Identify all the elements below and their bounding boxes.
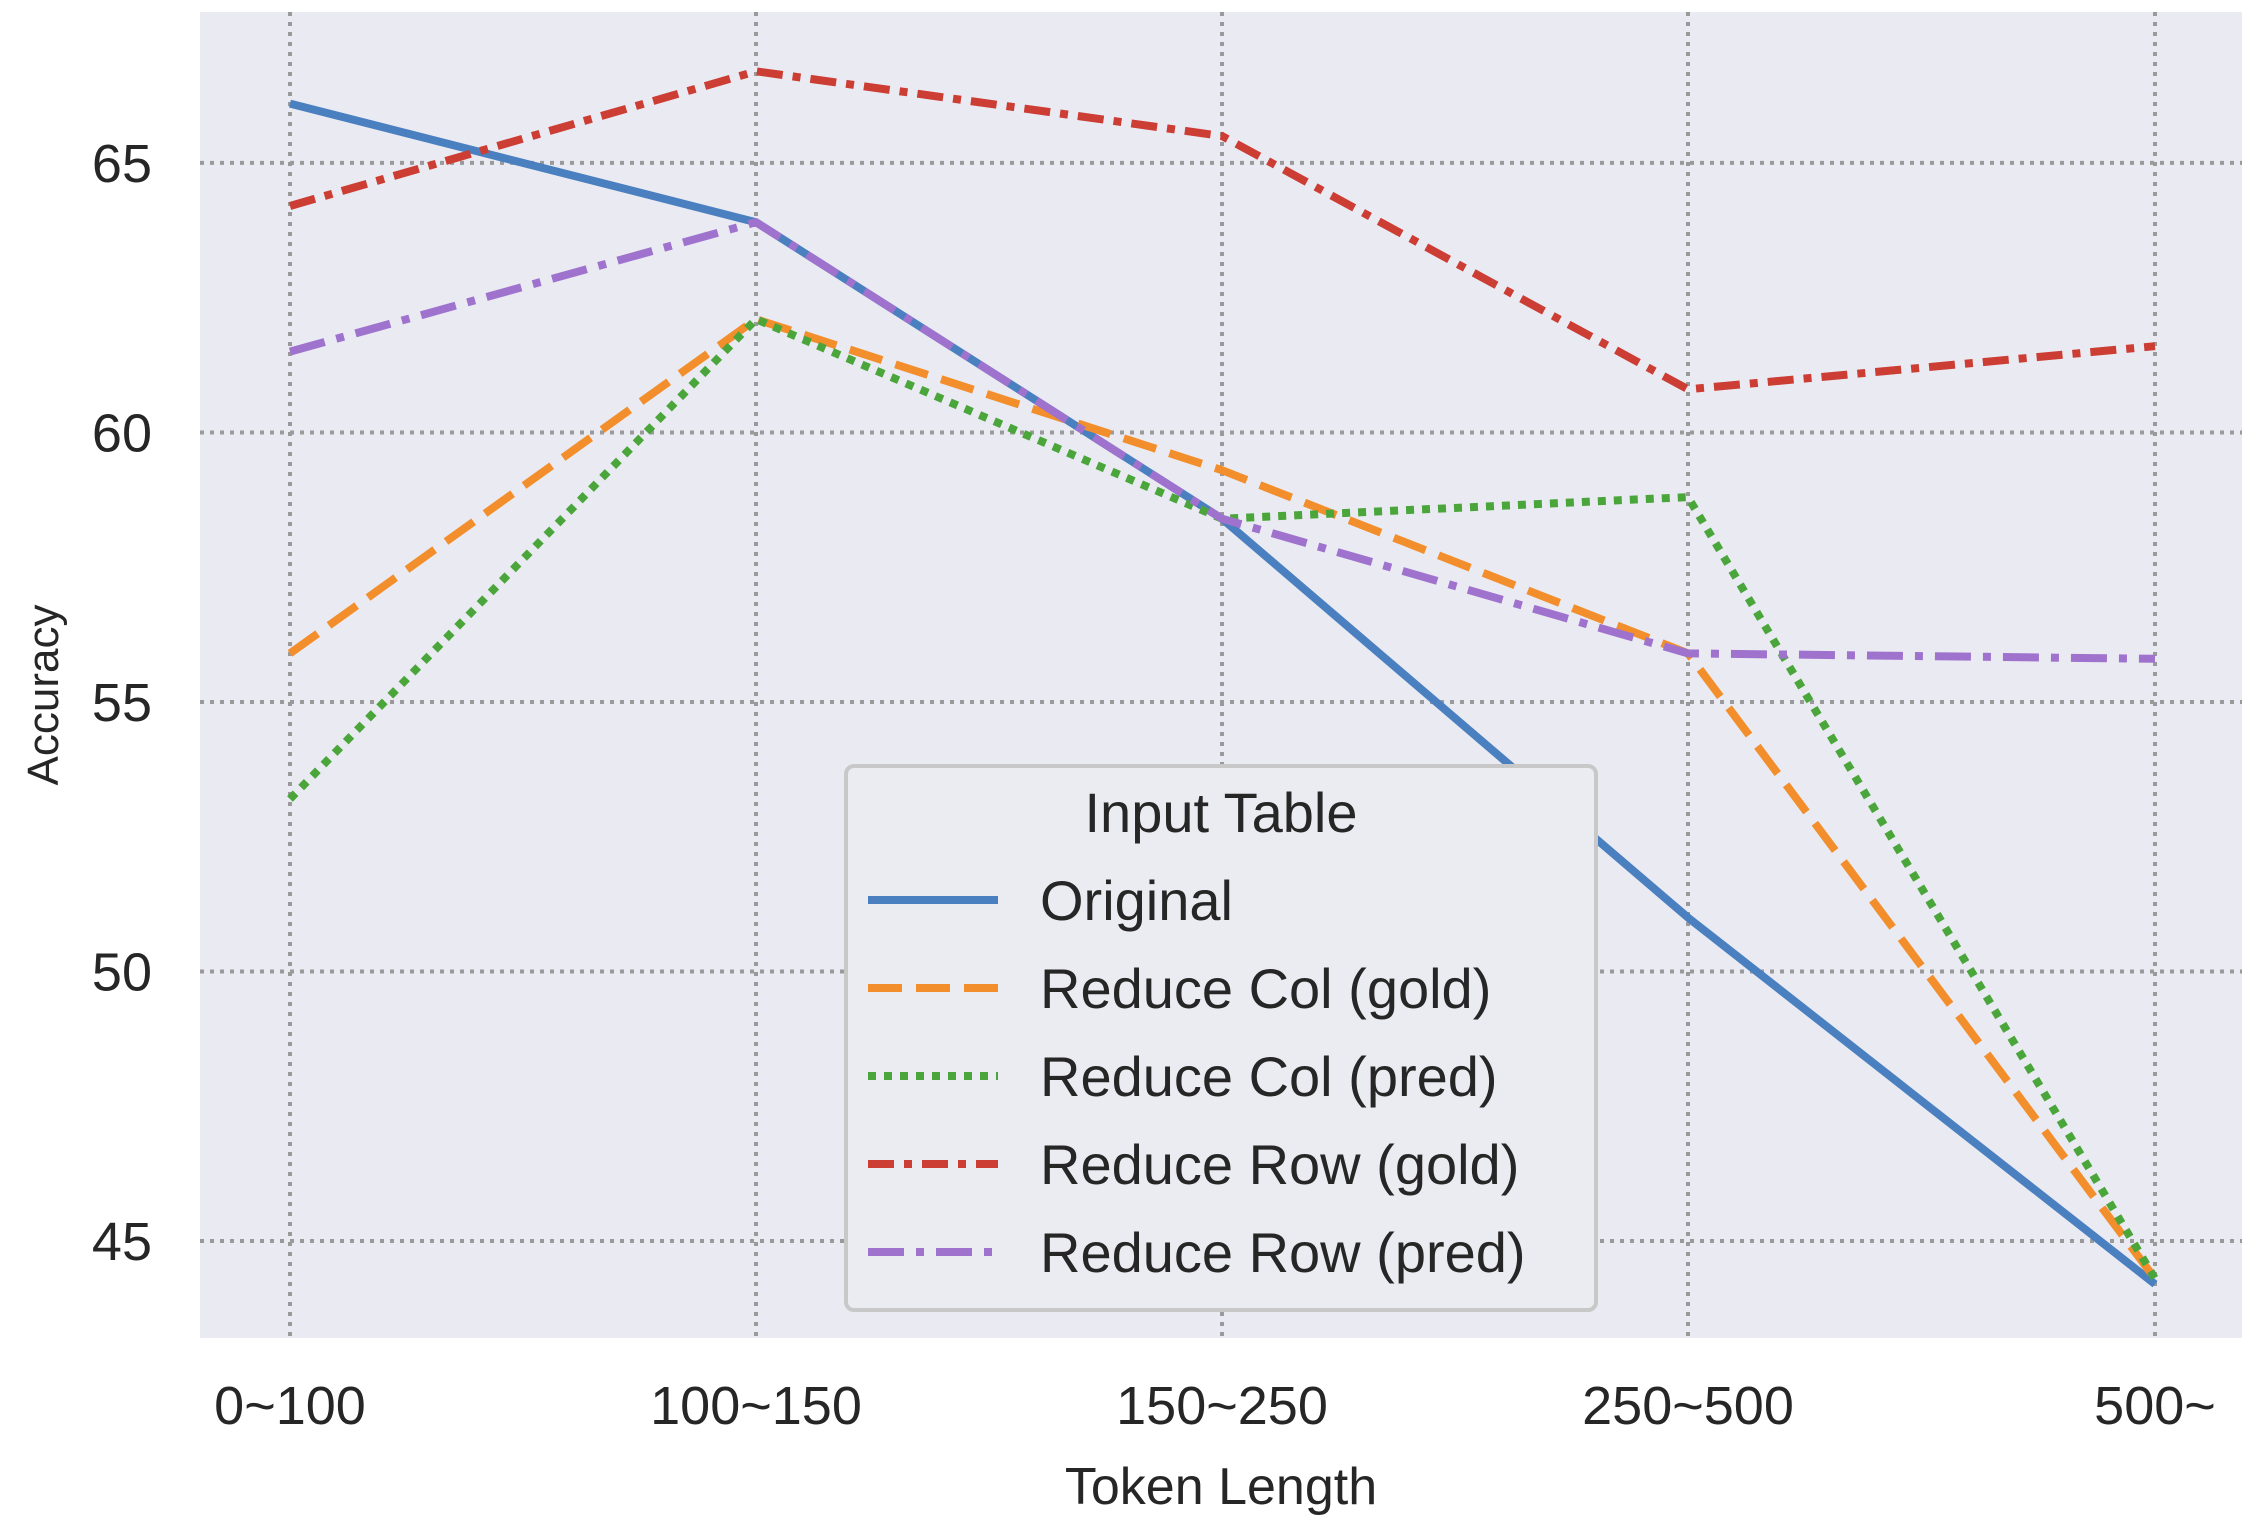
legend-title: Input Table xyxy=(1085,781,1358,844)
x-tick-label: 0~100 xyxy=(214,1376,366,1436)
y-tick-label: 50 xyxy=(92,942,152,1002)
legend-box xyxy=(844,764,1598,1312)
series-line-reduce-row-gold xyxy=(288,67,2156,394)
y-axis-ticks: 45 50 55 60 65 xyxy=(92,134,152,1272)
x-tick-label: 100~150 xyxy=(650,1376,862,1436)
series-line-reduce-row-pred xyxy=(288,218,2156,663)
legend-label: Reduce Col (pred) xyxy=(1040,1045,1498,1108)
x-tick-label: 150~250 xyxy=(1116,1376,1328,1436)
y-tick-label: 65 xyxy=(92,134,152,194)
x-tick-label: 250~500 xyxy=(1582,1376,1794,1436)
y-tick-label: 55 xyxy=(92,673,152,733)
series-line-reduce-col-gold xyxy=(287,315,2159,1282)
legend-items: Original Reduce Col (gold) Reduce Col (pre… xyxy=(868,869,1526,1284)
y-axis-label: Accuracy xyxy=(19,605,68,786)
legend: Input Table Original Reduce Col (gold) Red… xyxy=(844,764,1598,1312)
y-tick-label: 60 xyxy=(92,403,152,463)
y-tick-label: 45 xyxy=(92,1212,152,1272)
legend-label: Reduce Col (gold) xyxy=(1040,957,1491,1020)
x-tick-label: 500~ xyxy=(2094,1376,2216,1436)
x-axis-ticks: 0~100 100~150 150~250 250~500 500~ xyxy=(214,1376,2216,1436)
series-lines xyxy=(287,67,2159,1288)
legend-label: Reduce Row (pred) xyxy=(1040,1221,1526,1284)
legend-label: Reduce Row (gold) xyxy=(1040,1133,1519,1196)
x-axis-label: Token Length xyxy=(1065,1458,1377,1516)
legend-label: Original xyxy=(1040,869,1233,932)
